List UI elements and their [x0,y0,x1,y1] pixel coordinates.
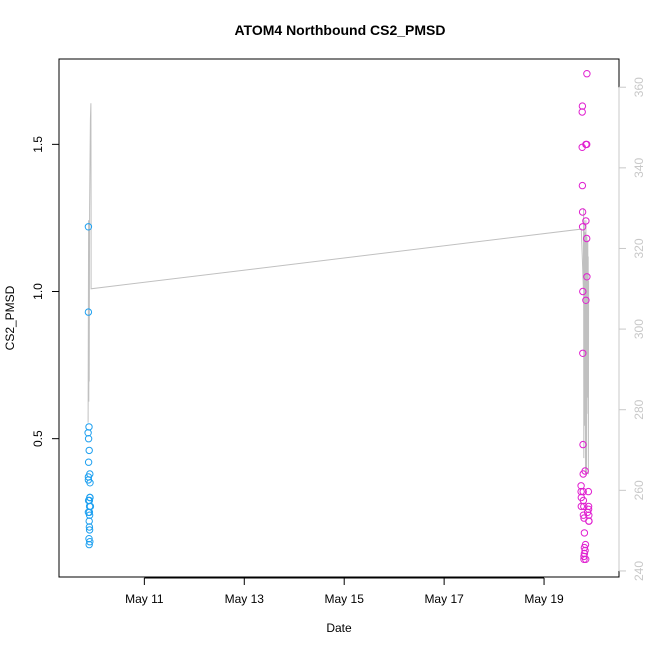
data-point [583,70,591,78]
data-point [582,217,590,225]
y2-tick-label: 360 [632,77,646,97]
y2-tick-label: 260 [632,480,646,500]
chart-title: ATOM4 Northbound CS2_PMSD [234,22,445,38]
data-point [582,296,590,304]
x-tick-label: May 11 [125,592,164,606]
y2-tick-label: 300 [632,319,646,339]
data-point [85,446,93,455]
data-point [86,538,94,546]
x-axis-label: Date [326,621,352,635]
data-point [578,108,586,116]
data-point [582,555,590,563]
x-tick-label: May 13 [225,592,265,606]
data-point [577,502,585,511]
data-point [85,526,94,534]
series-line [87,103,590,475]
y2-tick-label: 240 [632,561,646,581]
data-point [584,487,593,496]
x-tick-label: May 19 [524,592,564,606]
data-point [86,470,94,478]
y2-tick-label: 280 [632,399,646,419]
data-point [85,523,94,531]
data-point [578,143,586,152]
x-tick-label: May 15 [325,592,365,606]
y2-tick-label: 340 [632,157,646,177]
data-point [580,529,589,537]
data-point [579,470,587,478]
right-axis-line-series [87,103,590,475]
y-tick-label: 0.5 [31,430,45,447]
plot-frame [58,58,620,578]
data-point [579,440,587,449]
data-point [84,223,93,231]
data-point [84,308,93,316]
data-point [85,508,94,516]
data-point [85,423,93,431]
data-point [86,479,94,487]
scatter-points [84,70,593,563]
y-axis: 0.5 1.0 1.5 [31,136,60,447]
data-point [84,435,93,443]
x-tick-label: May 17 [424,592,464,606]
data-point [579,349,587,357]
y2-tick-label: 320 [632,238,646,258]
data-point [84,458,93,466]
y-axis-label: CS2_PMSD [3,285,17,350]
data-point [86,493,94,502]
data-point [579,287,587,296]
data-point [578,223,587,231]
y-tick-label: 1.0 [31,283,45,300]
data-point [578,181,587,190]
data-point [585,517,593,525]
x-axis: May 11 May 13 May 15 May 17 May 19 [125,577,564,606]
y2-axis: 240 260 280 300 320 340 360 [618,77,646,581]
y-tick-label: 1.5 [31,136,45,153]
data-point [583,234,591,243]
data-point [85,540,93,549]
data-point [578,208,587,216]
data-point [583,273,591,281]
